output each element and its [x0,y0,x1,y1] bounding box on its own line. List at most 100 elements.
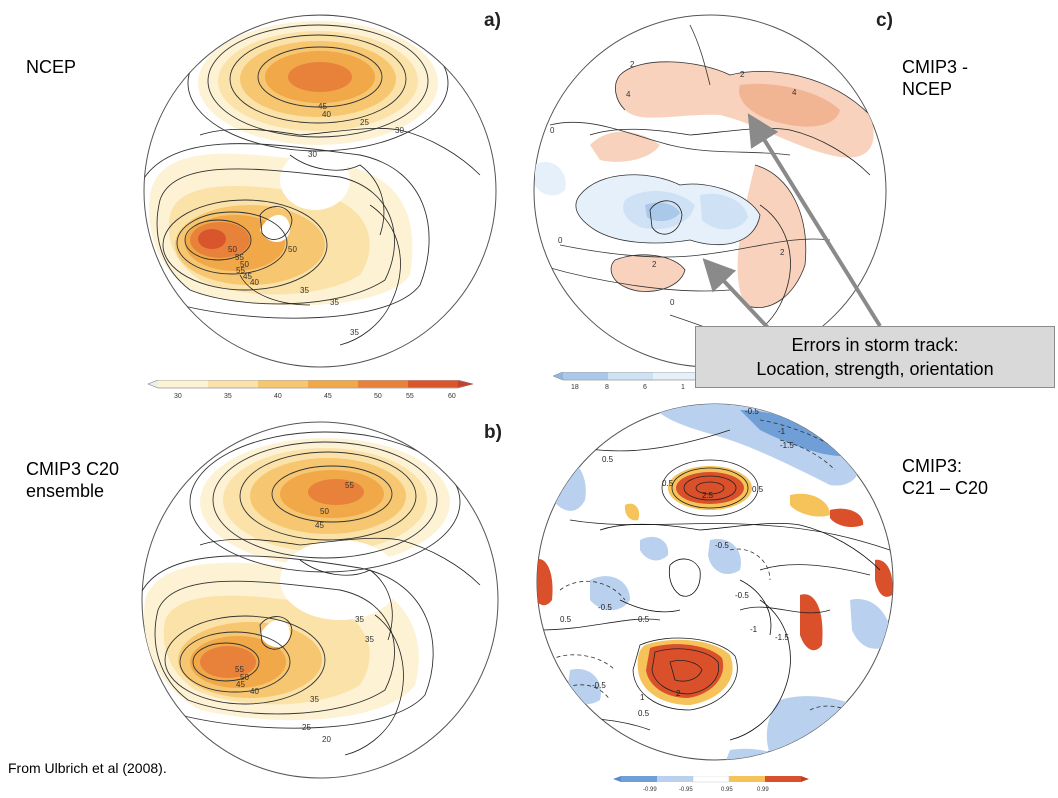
contour-label: 2 [630,60,635,69]
contour-label: 20 [322,735,331,744]
panel-letter-b: b) [484,422,502,443]
contour-label: 50 [240,260,249,269]
colorbar-tick: 0.99 [757,787,769,793]
contour-label: 0.5 [752,485,764,494]
cmip3-c21-minus-c20-change-map: -0.5 -1 -1.5 0.5 0.5 2.5 0.5 -0.5 -0.5 0… [536,403,894,761]
colorbar-tick: 30 [174,393,182,400]
contour-label: 35 [355,615,364,624]
contour-label: 35 [350,328,359,337]
panel-letter-c: c) [876,10,893,31]
contour-label: -0.5 [735,591,749,600]
caption-line: CMIP3: [902,456,963,476]
colorbar-tick: 40 [274,393,282,400]
callout-line: Errors in storm track: [791,335,959,355]
map-panel-cmip3-c21-minus-c20: -0.5 -1 -1.5 0.5 0.5 2.5 0.5 -0.5 -0.5 0… [530,400,900,775]
contour-label: 0.5 [662,479,674,488]
panel-caption-cmip3-minus-ncep: CMIP3 - NCEP [902,56,968,100]
caption-line: CMIP3 - [902,57,969,77]
contour-label: 40 [250,278,259,287]
panel-caption-ncep: NCEP [26,57,77,77]
contour-label: 0 [558,236,563,245]
colorbar-tick: 0.95 [721,787,733,793]
contour-label: 25 [360,118,369,127]
cmip3-c20-storm-track-map: 55 50 45 35 35 55 50 45 40 35 25 20 [141,421,499,779]
contour-label: 0.5 [638,709,650,718]
source-citation: From Ulbrich et al (2008). [8,760,167,776]
contour-label: 50 [288,245,297,254]
contour-label: 30 [308,150,317,159]
colorbar-tick: 1 [681,384,685,391]
contour-label: 2 [676,689,681,698]
contour-label: 45 [243,272,252,281]
colorbar-tick: 55 [406,393,414,400]
contour-label: -0.5 [715,541,729,550]
colorbar-cmip3-c21-minus-c20: -0.99 -0.95 0.95 0.99 [613,775,813,798]
contour-label: 0.5 [560,615,572,624]
ncep-contour-labels: 45 40 25 30 30 50 55 50 55 45 40 50 35 3… [228,102,404,337]
contour-label: -0.5 [598,603,612,612]
contour-label: 4 [792,88,797,97]
colorbar-tick: 18 [571,384,579,391]
colorbar-tick: 50 [374,393,382,400]
contour-label: 1 [640,693,645,702]
contour-label: 0.5 [638,615,650,624]
contour-label: 35 [365,635,374,644]
contour-label: 50 [228,245,237,254]
contour-label: 55 [235,253,244,262]
colorbar-tick: 60 [448,393,456,400]
cmip3-c21-minus-c20-contour-labels: -0.5 -1 -1.5 0.5 0.5 2.5 0.5 -0.5 -0.5 0… [560,407,794,718]
caption-line: C21 – C20 [902,478,989,498]
contour-label: 40 [322,110,331,119]
colorbar-cmip3-minus-ncep: 18 8 6 1 [552,371,704,399]
contour-label: 45 [318,102,327,111]
contour-label: 55 [345,481,354,490]
colorbar-tick: 6 [643,384,647,391]
contour-label: 25 [302,723,311,732]
contour-label: 4 [626,90,631,99]
contour-label: -1.5 [775,633,789,642]
contour-label: -1 [750,625,758,634]
contour-label: 50 [240,673,249,682]
contour-label: 2.5 [702,491,714,500]
contour-label: -0.5 [592,681,606,690]
map-panel-cmip3-minus-ncep: 2 4 2 4 0 2 0 2 0 0 [530,5,890,375]
colorbar-ncep: 30 35 40 45 50 55 60 [147,379,478,407]
contour-label: 55 [235,665,244,674]
contour-label: -1.5 [780,441,794,450]
colorbar-tick: -0.99 [643,787,657,793]
contour-label: 55 [236,266,245,275]
storm-track-error-callout: Errors in storm track: Location, strengt… [695,326,1055,388]
contour-label: 45 [236,680,245,689]
contour-label: 45 [315,521,324,530]
colorbar-tick: 8 [605,384,609,391]
caption-line: CMIP3 C20 [26,459,120,479]
panel-caption-cmip3-c21-minus-c20: CMIP3: C21 – C20 [902,455,988,499]
contour-label: -0.5 [745,407,759,416]
contour-label: 2 [740,70,745,79]
contour-label: 50 [320,507,329,516]
contour-label: 35 [310,695,319,704]
contour-label: -1 [778,427,786,436]
contour-label: 0 [670,298,675,307]
panel-letter-a: a) [484,10,501,31]
contour-label: 2 [780,248,785,257]
map-panel-ncep: 45 40 25 30 30 50 55 50 55 45 40 50 35 3… [140,5,500,375]
contour-label: 0 [550,126,555,135]
contour-label: 35 [300,286,309,295]
callout-line: Location, strength, orientation [756,359,994,379]
colorbar-tick: -0.95 [679,787,693,793]
contour-label: 0.5 [602,455,614,464]
caption-line: ensemble [26,481,105,501]
caption-line: NCEP [902,79,953,99]
contour-label: 30 [395,126,404,135]
colorbar-tick: 45 [324,393,332,400]
map-panel-cmip3-c20: 55 50 45 35 35 55 50 45 40 35 25 20 [140,410,500,785]
ncep-storm-track-map: 45 40 25 30 30 50 55 50 55 45 40 50 35 3… [143,14,497,368]
contour-label: 2 [652,260,657,269]
contour-label: 40 [250,687,259,696]
colorbar-tick: 35 [224,393,232,400]
contour-label: 35 [330,298,339,307]
cmip3-minus-ncep-difference-map: 2 4 2 4 0 2 0 2 0 0 [533,14,887,368]
cmip3-c20-contour-labels: 55 50 45 35 35 55 50 45 40 35 25 20 [235,481,374,744]
panel-caption-cmip3-c20: CMIP3 C20 ensemble [26,458,119,502]
